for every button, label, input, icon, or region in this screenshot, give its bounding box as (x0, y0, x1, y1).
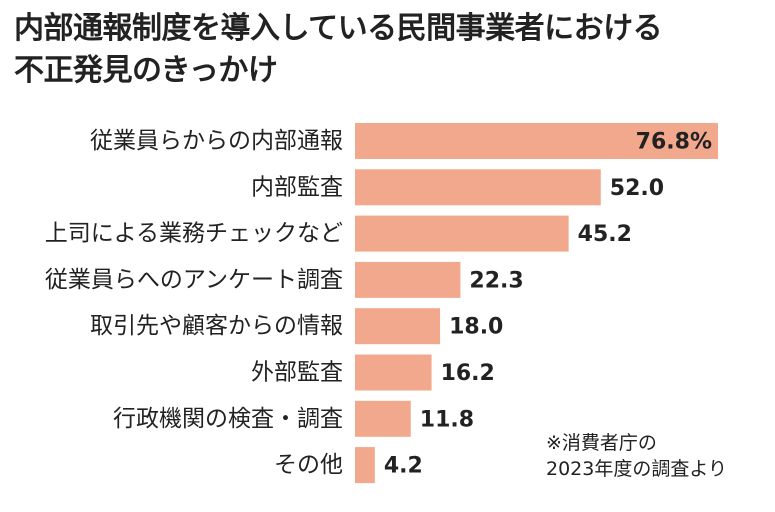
value-label: 16.2 (441, 361, 495, 386)
bar (355, 261, 461, 298)
chart-title-line-2: 不正発見のきっかけ (14, 53, 278, 88)
chart-title: 内部通報制度を導入している民間事業者における 不正発見のきっかけ (14, 8, 764, 92)
value-label: 11.8 (420, 407, 474, 432)
category-label: 取引先や顧客からの情報 (90, 313, 343, 339)
value-label: 45.2 (578, 222, 632, 247)
value-label: 22.3 (469, 268, 523, 293)
category-label: 内部監査 (251, 174, 343, 200)
source-note-line-1: ※消費者庁の (546, 432, 657, 454)
category-label: その他 (274, 452, 343, 478)
category-label: 上司による業務チェックなど (45, 221, 343, 247)
bar (355, 354, 432, 391)
chart-title-line-1: 内部通報制度を導入している民間事業者における (14, 11, 663, 46)
value-label: 4.2 (384, 454, 423, 479)
value-label: 76.8% (636, 130, 712, 155)
bar (355, 123, 718, 159)
bar (355, 169, 601, 206)
category-label: 従業員らからの内部通報 (90, 128, 343, 154)
bar (355, 308, 441, 345)
bar (355, 447, 375, 484)
category-label: 外部監査 (251, 360, 343, 386)
source-note-line-2: 2023年度の調査より (546, 458, 727, 480)
category-label: 行政機関の検査・調査 (113, 406, 343, 432)
value-label: 18.0 (449, 315, 503, 340)
source-note: ※消費者庁の 2023年度の調査より (546, 430, 727, 482)
value-label: 52.0 (610, 176, 664, 201)
bar (355, 215, 569, 252)
bar (355, 400, 411, 437)
category-label: 従業員らへのアンケート調査 (45, 267, 343, 293)
